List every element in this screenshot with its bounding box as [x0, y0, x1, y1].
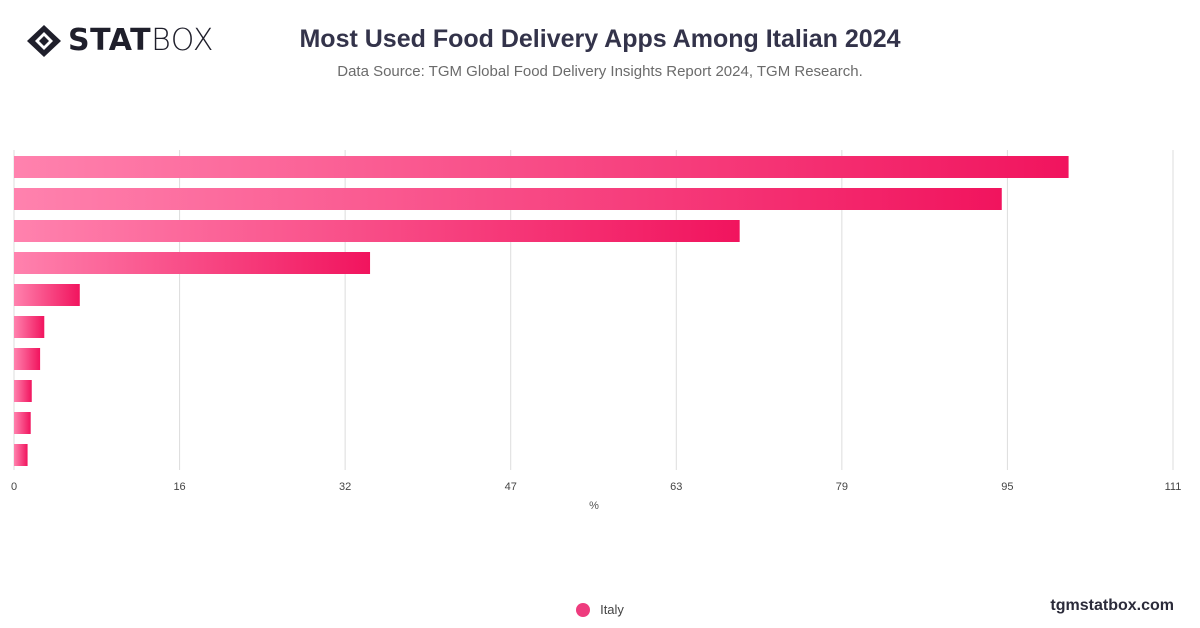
bar[interactable]: [14, 220, 740, 242]
logo-wordmark-light: BOX: [151, 23, 214, 58]
chart-title: Most Used Food Delivery Apps Among Itali…: [299, 25, 901, 53]
x-tick-label: 95: [1001, 481, 1013, 493]
site-url: tgmstatbox.com: [1050, 597, 1174, 614]
bar[interactable]: [14, 252, 371, 274]
statbox-logo: STATBOX: [26, 24, 214, 58]
bar[interactable]: [14, 348, 41, 370]
x-tick-label: 111: [1165, 481, 1182, 493]
logo-wordmark-bold: STAT: [68, 23, 152, 58]
bar-chart: 0 16 32 47 63 79 95 111 %: [11, 150, 1181, 512]
chart-subtitle: Data Source: TGM Global Food Delivery In…: [337, 63, 863, 80]
legend-label-italy: Italy: [600, 602, 624, 617]
x-tick-label: 79: [836, 481, 848, 493]
x-tick-label: 63: [670, 481, 682, 493]
legend-dot-italy: [576, 602, 591, 617]
bar[interactable]: [14, 412, 31, 434]
bar[interactable]: [14, 284, 80, 306]
bar-series-italy: [14, 156, 1069, 466]
bar[interactable]: [14, 156, 1069, 178]
bar[interactable]: [14, 380, 32, 402]
legend[interactable]: Italy: [0, 602, 1200, 617]
logo-wordmark: STATBOX: [68, 24, 214, 58]
x-tick-label: 47: [505, 481, 517, 493]
statbox-diamond-icon: [27, 25, 61, 57]
x-tick-label: 16: [173, 481, 185, 493]
bar[interactable]: [14, 444, 28, 466]
x-axis-ticks: 0 16 32 47 63 79 95 111: [11, 481, 1181, 493]
x-tick-label: 32: [339, 481, 351, 493]
bar[interactable]: [14, 188, 1002, 210]
x-tick-label: 0: [11, 481, 17, 493]
x-axis-label: %: [589, 500, 599, 512]
bar[interactable]: [14, 316, 45, 338]
